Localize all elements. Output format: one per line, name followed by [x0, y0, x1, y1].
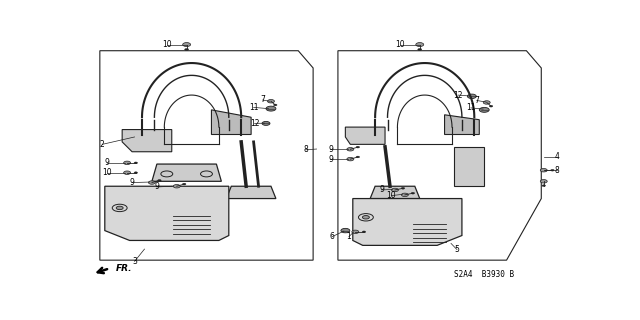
Circle shape [124, 161, 131, 164]
Text: 6: 6 [330, 232, 335, 241]
Circle shape [352, 230, 359, 234]
Polygon shape [211, 110, 251, 134]
Circle shape [182, 43, 191, 46]
Circle shape [347, 157, 354, 161]
Text: 8: 8 [555, 166, 559, 175]
Text: 8: 8 [303, 145, 308, 154]
Text: 1: 1 [346, 232, 351, 241]
Circle shape [356, 156, 360, 158]
Text: S2A4  B3930 B: S2A4 B3930 B [454, 270, 515, 279]
Circle shape [490, 105, 493, 107]
Text: 4: 4 [555, 152, 559, 161]
Text: 9: 9 [154, 182, 159, 191]
Polygon shape [370, 186, 420, 198]
Circle shape [479, 108, 489, 112]
Circle shape [356, 146, 360, 148]
Circle shape [542, 185, 545, 187]
Text: 10: 10 [102, 168, 112, 177]
Circle shape [392, 188, 399, 192]
Text: 2: 2 [100, 140, 105, 149]
Polygon shape [227, 186, 276, 198]
Circle shape [266, 106, 276, 111]
Circle shape [418, 49, 422, 51]
Circle shape [540, 169, 547, 172]
Circle shape [483, 101, 490, 104]
Text: FR.: FR. [116, 264, 132, 273]
Circle shape [362, 231, 365, 233]
Text: 11: 11 [466, 103, 476, 112]
Circle shape [182, 183, 186, 185]
Polygon shape [346, 127, 385, 144]
Circle shape [134, 172, 138, 173]
Polygon shape [122, 130, 172, 152]
Circle shape [173, 185, 180, 188]
Text: 12: 12 [453, 91, 463, 100]
Text: 7: 7 [260, 95, 265, 105]
Text: 10: 10 [162, 40, 172, 49]
Circle shape [401, 188, 404, 189]
Polygon shape [445, 115, 479, 134]
Circle shape [347, 148, 354, 151]
Text: 7: 7 [474, 96, 479, 105]
Polygon shape [152, 164, 221, 181]
Circle shape [341, 228, 350, 233]
Text: 9: 9 [379, 185, 384, 195]
Circle shape [148, 181, 156, 184]
Text: 9: 9 [328, 155, 333, 164]
Circle shape [262, 121, 270, 125]
Text: 10: 10 [395, 40, 404, 49]
Circle shape [550, 169, 554, 171]
Text: 9: 9 [105, 158, 109, 167]
Text: 3: 3 [132, 257, 137, 266]
Text: 9: 9 [130, 178, 134, 187]
Circle shape [116, 206, 123, 210]
Polygon shape [353, 198, 462, 245]
Circle shape [362, 216, 369, 219]
Circle shape [268, 100, 275, 103]
Circle shape [134, 162, 138, 164]
Text: 9: 9 [328, 145, 333, 154]
Circle shape [401, 193, 408, 196]
Circle shape [467, 94, 476, 99]
Circle shape [124, 171, 131, 174]
Text: 12: 12 [250, 119, 259, 128]
Circle shape [185, 49, 189, 51]
Circle shape [273, 104, 277, 106]
Circle shape [540, 180, 547, 183]
Circle shape [157, 180, 161, 181]
Polygon shape [105, 186, 229, 240]
Circle shape [411, 192, 415, 194]
Text: 5: 5 [454, 245, 460, 254]
Text: 11: 11 [249, 103, 259, 112]
Polygon shape [454, 147, 484, 186]
Text: 10: 10 [387, 191, 396, 200]
Circle shape [416, 43, 424, 46]
